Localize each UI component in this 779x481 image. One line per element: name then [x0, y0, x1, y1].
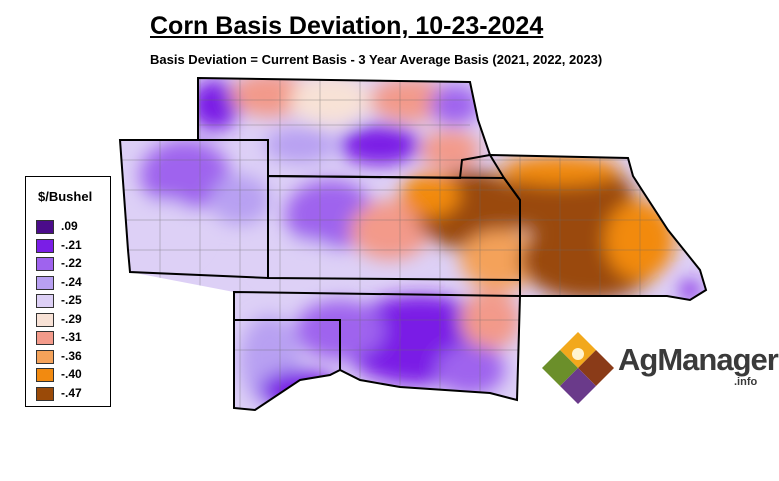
- legend-label: -.40: [61, 367, 82, 381]
- map-title: Corn Basis Deviation, 10-23-2024: [150, 12, 544, 40]
- legend-label: -.21: [61, 237, 82, 252]
- legend-label: .09: [61, 219, 78, 233]
- legend-label: -.36: [61, 348, 82, 363]
- legend-title: $/Bushel: [38, 189, 93, 204]
- legend-swatch: [36, 294, 54, 308]
- agmanager-logo: AgManager .info: [538, 328, 779, 408]
- legend-swatch: [36, 368, 54, 382]
- legend-item: -.29: [36, 312, 110, 329]
- legend-item: -.25: [36, 293, 110, 310]
- legend-swatch: [36, 331, 54, 345]
- legend-swatch: [36, 349, 54, 364]
- logo-suffix: .info: [734, 376, 758, 388]
- legend-label: -.29: [61, 311, 82, 326]
- legend-item: -.24: [36, 275, 110, 292]
- legend-label: -.31: [61, 330, 82, 344]
- legend-swatch: [36, 238, 54, 253]
- legend-swatch: [36, 220, 54, 234]
- legend-label: -.47: [61, 385, 82, 400]
- legend-label: -.22: [61, 256, 82, 270]
- legend: $/Bushel .09 -.21 -.22 -.24 -.25 -.29 -.31 -.36…: [25, 176, 111, 407]
- legend-label: -.24: [61, 274, 82, 289]
- legend-item: -.31: [36, 330, 110, 347]
- state-borders: [118, 76, 708, 412]
- logo-diamond-icon: [540, 330, 616, 406]
- legend-swatch: [36, 257, 54, 271]
- logo-name: AgManager: [618, 342, 779, 377]
- legend-item: -.40: [36, 367, 110, 384]
- county-grid: [120, 78, 700, 410]
- legend-swatch: [36, 386, 54, 401]
- map-subtitle: Basis Deviation = Current Basis - 3 Year…: [150, 52, 603, 67]
- legend-item: -.47: [36, 386, 110, 403]
- legend-item: .09: [36, 219, 110, 236]
- legend-item: -.21: [36, 238, 110, 255]
- legend-item: -.22: [36, 256, 110, 273]
- legend-item: -.36: [36, 349, 110, 366]
- legend-label: -.25: [61, 293, 82, 307]
- legend-swatch: [36, 275, 54, 290]
- legend-swatch: [36, 312, 54, 327]
